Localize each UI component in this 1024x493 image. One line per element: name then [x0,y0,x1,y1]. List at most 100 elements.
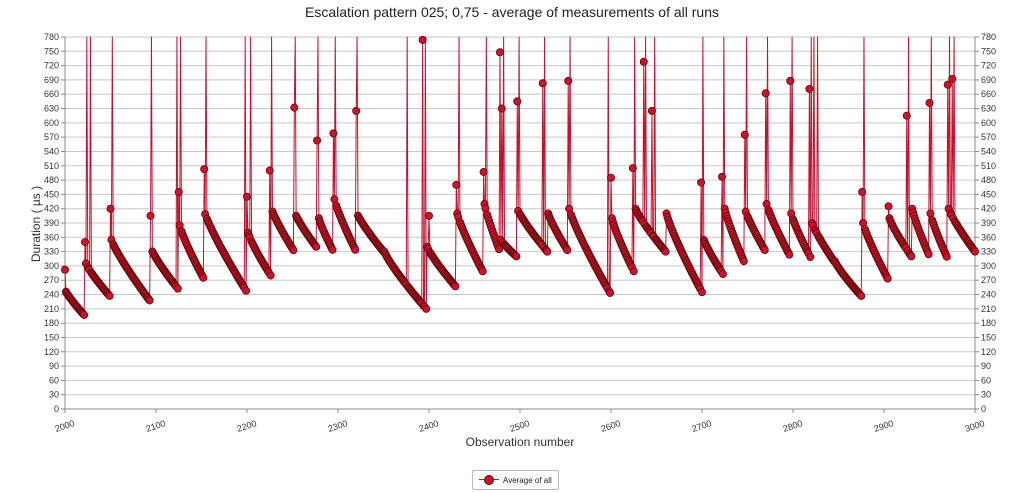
data-point [661,247,670,256]
y-tick-label-left: 570 [44,132,59,142]
data-point [907,252,916,261]
data-point [242,286,251,295]
y-tick-label-left: 690 [44,75,59,85]
data-point [312,242,321,251]
data-point [174,187,183,196]
y-tick-label-left: 330 [44,247,59,257]
data-point [80,310,89,319]
data-point [290,103,299,112]
data-point [328,245,337,254]
legend[interactable]: Average of all [472,470,559,490]
data-point [242,192,251,201]
data-point [199,273,208,282]
data-point [760,246,769,255]
y-tick-label-right: 690 [981,75,996,85]
y-tick-label-right: 450 [981,189,996,199]
y-tick-label-left: 270 [44,275,59,285]
data-point [628,164,637,173]
data-point [265,166,274,175]
data-point [146,211,155,220]
y-tick-label-left: 750 [44,46,59,56]
data-point [925,98,934,107]
chart-title: Escalation pattern 025; 0,75 - average o… [304,4,719,20]
y-tick-label-left: 480 [44,175,59,185]
data-point [806,253,815,262]
data-point [884,202,893,211]
y-tick-label-left: 600 [44,118,59,128]
y-tick-label-left: 720 [44,61,59,71]
data-point [943,80,952,89]
y-tick-label-right: 540 [981,146,996,156]
data-point [266,271,275,280]
legend-label: Average of all [503,475,552,485]
data-point [926,209,935,218]
y-tick-label-right: 420 [981,204,996,214]
data-point [902,111,911,120]
data-point [639,57,648,66]
y-tick-label-left: 420 [44,204,59,214]
y-tick-label-left: 300 [44,261,59,271]
y-tick-label-right: 270 [981,275,996,285]
data-point [481,204,490,213]
data-point [351,245,360,254]
y-tick-label-right: 60 [981,375,991,385]
y-tick-label-right: 300 [981,261,996,271]
data-point [924,250,933,259]
data-point [739,257,748,266]
y-tick-label-right: 150 [981,332,996,342]
data-point [740,130,749,139]
data-point [629,267,638,276]
y-tick-label-right: 600 [981,118,996,128]
data-point [718,270,727,279]
data-point [538,79,547,88]
data-point [495,48,504,57]
data-point [563,246,572,255]
data-point [497,104,506,113]
data-point [352,106,361,115]
y-tick-label-left: 360 [44,232,59,242]
data-point [329,129,338,138]
x-tick-label: 2200 [236,418,258,434]
data-point [697,178,706,187]
y-tick-label-right: 180 [981,318,996,328]
y-tick-label-left: 540 [44,146,59,156]
y-tick-label-left: 660 [44,89,59,99]
x-tick-label: 2500 [509,418,531,434]
y-tick-label-right: 630 [981,104,996,114]
y-tick-label-right: 210 [981,304,996,314]
y-tick-label-right: 570 [981,132,996,142]
legend-marker-icon [479,474,499,486]
y-tick-label-left: 450 [44,189,59,199]
x-tick-label: 2800 [782,418,804,434]
data-point [512,252,521,261]
data-point [451,282,460,291]
data-point [61,265,70,274]
data-point [478,267,487,276]
data-point [289,246,298,255]
x-tick-label: 2600 [600,418,622,434]
data-point [564,76,573,85]
data-point [452,180,461,189]
data-point [942,252,951,261]
y-tick-label-right: 0 [981,404,986,414]
data-point [971,247,980,256]
data-point [145,296,154,305]
y-tick-label-left: 510 [44,161,59,171]
y-tick-label-left: 120 [44,347,59,357]
y-tick-label-left: 180 [44,318,59,328]
y-tick-label-left: 30 [49,390,59,400]
y-tick-label-right: 390 [981,218,996,228]
data-point [606,288,615,297]
y-tick-label-right: 360 [981,232,996,242]
data-point [200,165,209,174]
y-tick-label-right: 510 [981,161,996,171]
y-tick-label-right: 780 [981,32,996,42]
y-axis-left: 0 30 60 90 120 150 180 210 240 270 300 330 360 390 420… [44,32,66,414]
y-tick-label-right: 750 [981,46,996,56]
data-point [857,291,866,300]
x-tick-label: 2300 [327,418,349,434]
data-point [858,187,867,196]
data-point [173,284,182,293]
x-tick-label: 2700 [691,418,713,434]
